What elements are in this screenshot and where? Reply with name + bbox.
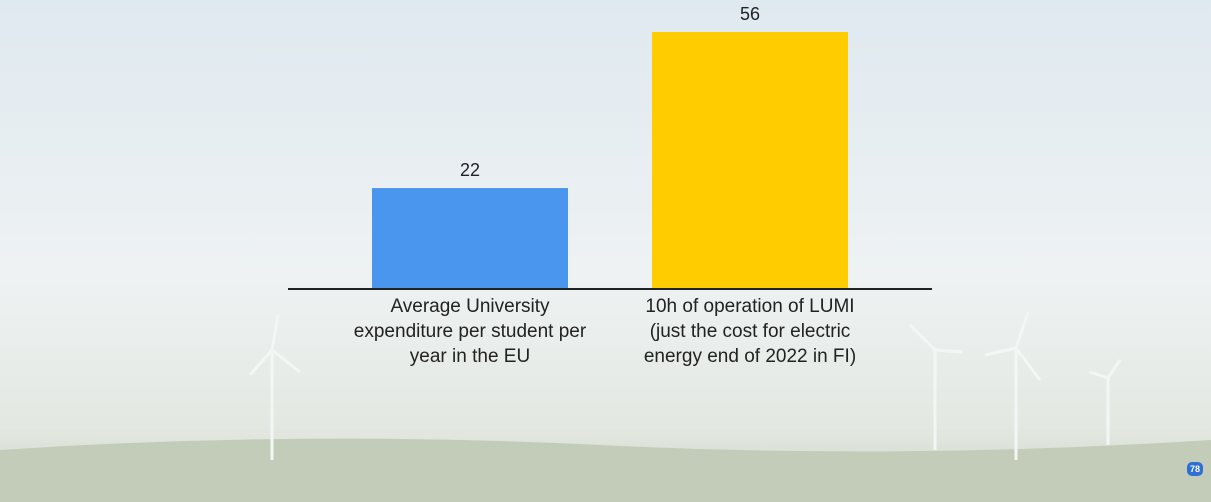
bar (372, 188, 568, 289)
value-label: 22 (460, 160, 480, 180)
participant-count: 78 (1187, 462, 1203, 476)
turbines (248, 311, 1122, 460)
category-label: Average University expenditure per stude… (353, 296, 587, 367)
bar (652, 32, 848, 289)
category-label: 10h of operation of LUMI (just the cost … (643, 296, 857, 367)
ground (0, 438, 1211, 502)
value-label: 56 (740, 4, 760, 24)
